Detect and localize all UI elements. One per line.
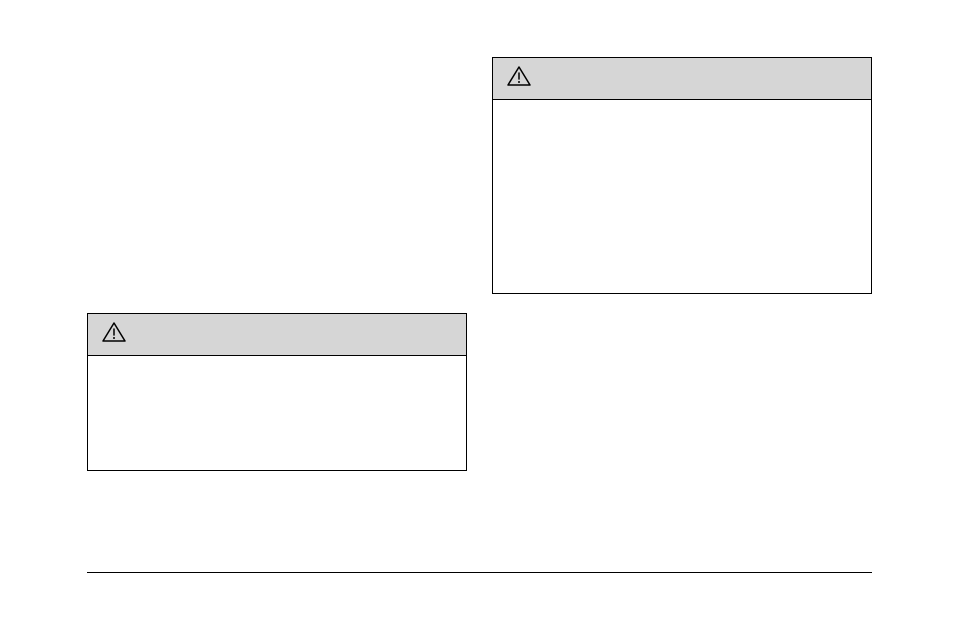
- callout-body: [493, 100, 871, 294]
- callout-header: [493, 58, 871, 100]
- callout-body: [88, 356, 466, 471]
- warning-callout-right: [492, 57, 872, 294]
- page-footer-rule: [87, 572, 872, 573]
- warning-triangle-icon: [102, 322, 126, 347]
- warning-callout-left: [87, 313, 467, 471]
- callout-header: [88, 314, 466, 356]
- warning-triangle-icon: [507, 66, 531, 91]
